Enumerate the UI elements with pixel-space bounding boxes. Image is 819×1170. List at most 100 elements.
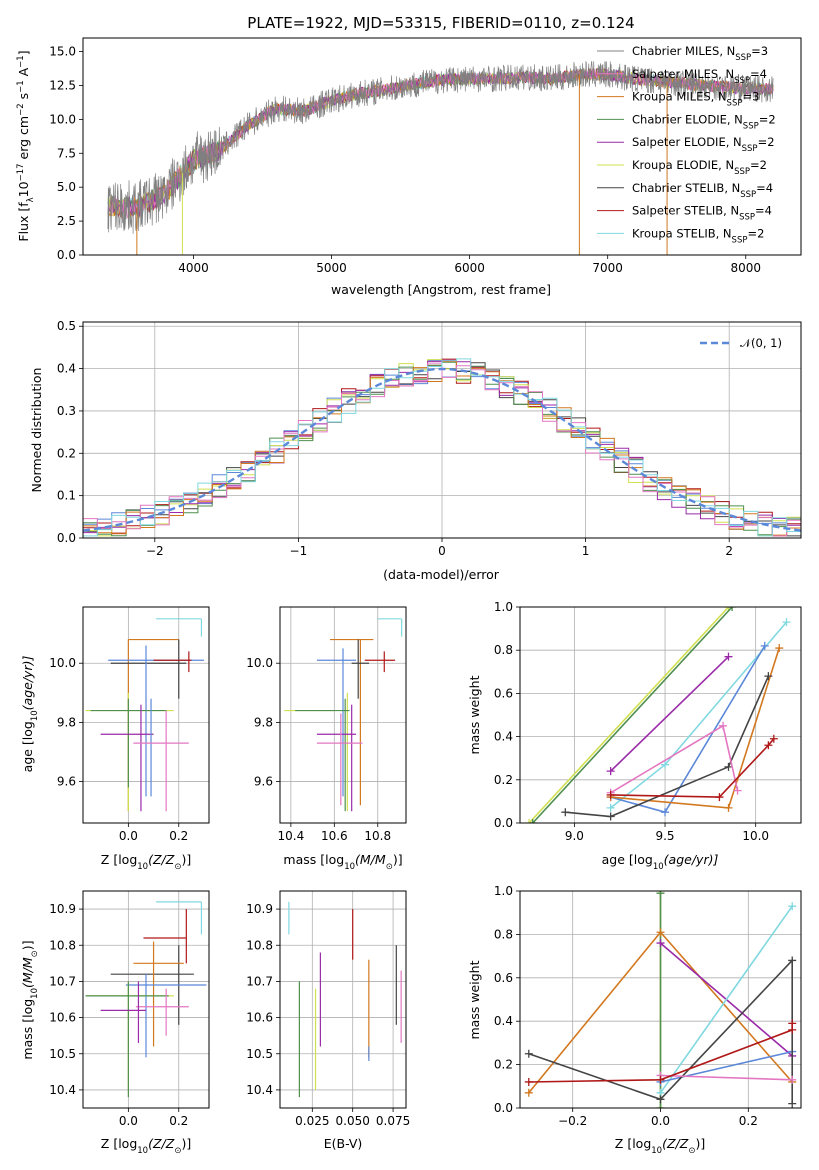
wz-xtick-label-1: 0.0 (651, 1114, 670, 1128)
agez-xtick-label-0: 0.0 (119, 829, 138, 843)
massz-ytick-label-4: 10.8 (49, 938, 76, 952)
wage-xlabel: age [log10(age/yr)] (602, 852, 719, 872)
wage-marker-7-2 (733, 786, 742, 795)
wz-marker-8-0 (524, 1077, 533, 1086)
agem-frame (279, 606, 407, 824)
wage-marker-0-0 (525, 819, 534, 823)
wage-marker-3-1 (661, 760, 670, 769)
massz-ytick-label-1: 10.5 (49, 1047, 76, 1061)
spectrum-ytick-label-3: 7.5 (57, 146, 76, 160)
massebv-xtick-label-0: 0.025 (295, 1114, 329, 1128)
wage-series-5 (610, 647, 780, 809)
massebv-ytick-label-2: 10.6 (246, 1011, 273, 1025)
wage-series-1 (532, 607, 733, 823)
wage-ytick-label-1: 0.2 (494, 773, 513, 787)
spectrum-plot-area (107, 60, 774, 255)
massz-xtick-label-0: 0.0 (119, 1114, 138, 1128)
wz-marker-1-0 (656, 1104, 665, 1108)
wz-ytick-label-4: 0.8 (494, 927, 513, 941)
spectrum-xtick-label-2: 6000 (454, 261, 485, 275)
massebv-xtick-label-1: 0.050 (336, 1114, 370, 1128)
wage-ytick-label-4: 0.8 (494, 643, 513, 657)
wz-marker-6-3 (788, 1099, 797, 1108)
massz-ylabel: mass [log10(M/M⊙)] (20, 940, 40, 1059)
residuals-xtick-label-0: −2 (146, 544, 164, 558)
spectrum-legend-label-6: Chabrier STELIB, NSSP=4 (632, 181, 773, 200)
wz-ytick-label-3: 0.6 (494, 971, 513, 985)
massz-ytick-label-2: 10.6 (49, 1011, 76, 1025)
massebv-ytick-label-0: 10.4 (246, 1083, 273, 1097)
massz-frame (82, 890, 210, 1109)
spectrum-xtick-label-0: 4000 (178, 261, 209, 275)
wz-marker-3-0 (656, 939, 665, 948)
residuals-xtick-label-2: 0 (438, 544, 446, 558)
wz-marker-2-0 (524, 1088, 533, 1097)
wage-marker-1-0 (528, 819, 537, 823)
spectrum-legend-label-7: Salpeter STELIB, NSSP=4 (632, 204, 772, 223)
agez-ylabel: age [log10(age/yr)] (20, 656, 40, 773)
spectrum-legend-label-8: Kroupa STELIB, NSSP=2 (632, 226, 764, 245)
spectrum-title: PLATE=1922, MJD=53315, FIBERID=0110, z=0… (247, 14, 634, 32)
agez-ytick-label-2: 10.0 (49, 656, 76, 670)
wage-marker-1-1 (728, 607, 737, 611)
wage-xtick-label-2: 10.0 (742, 829, 769, 843)
spectrum-xlabel: wavelength [Angstrom, rest frame] (331, 282, 551, 297)
spectrum-xtick-label-1: 5000 (316, 261, 347, 275)
wage-plot-area (525, 607, 791, 823)
agez-plot-area (85, 618, 204, 812)
massebv-ytick-label-5: 10.9 (246, 902, 273, 916)
wage-marker-6-0 (561, 808, 570, 817)
wz-marker-4-1 (788, 902, 797, 911)
massz-xtick-label-1: 0.2 (169, 1114, 188, 1128)
residuals-ytick-label-0: 0.0 (57, 531, 76, 545)
wage-marker-4-1 (661, 808, 670, 817)
agem-xtick-label-1: 10.6 (321, 829, 348, 843)
wage-xtick-label-0: 9.0 (565, 829, 584, 843)
spectrum-ytick-label-5: 12.5 (49, 78, 76, 92)
agem-axes: 10.4 10.6 10.8 9.6 9.8 10.0 (246, 606, 407, 843)
spectrum-legend: Chabrier MILES, NSSP=3 Salpeter MILES, NS… (597, 44, 776, 245)
wz-axes: −0.2 0.0 0.2 0.0 0.2 0.4 0.6 0.8 1.0 (494, 884, 802, 1128)
agem-ytick-label-1: 9.8 (254, 715, 273, 729)
residuals-xtick-label-4: 2 (725, 544, 733, 558)
wage-series-7 (610, 724, 739, 794)
spectrum-axes: 4000 5000 6000 7000 8000 0.0 2.5 5.0 7.5 10.0 12.5… (49, 37, 802, 275)
wz-marker-7-1 (788, 1075, 797, 1084)
wage-marker-5-1 (724, 803, 733, 812)
spectrum-legend-label-3: Chabrier ELODIE, NSSP=2 (632, 112, 776, 131)
wz-series-7 (660, 1074, 793, 1081)
massz-xlabel: Z [log10(Z/Z⊙)] (101, 1136, 191, 1156)
wage-series-8 (610, 738, 775, 798)
spectrum-legend-label-2: Kroupa MILES, NSSP=3 (632, 90, 759, 109)
agez-frame (82, 606, 210, 824)
spectrum-legend-label-0: Chabrier MILES, NSSP=3 (632, 44, 768, 63)
wage-marker-5-2 (775, 644, 784, 653)
agem-ytick-label-2: 10.0 (246, 656, 273, 670)
wz-marker-8-3 (788, 1019, 797, 1028)
wz-ytick-label-0: 0.0 (494, 1101, 513, 1115)
wage-marker-8-1 (715, 793, 724, 802)
agem-xtick-label-2: 10.8 (364, 829, 391, 843)
wz-marker-2-1 (656, 928, 665, 937)
massz-ytick-label-0: 10.4 (49, 1083, 76, 1097)
wage-marker-2-1 (724, 652, 733, 661)
spectrum-xtick-label-4: 8000 (730, 261, 761, 275)
wz-marker-8-1 (656, 1075, 665, 1084)
spectrum-ytick-label-4: 10.0 (49, 112, 76, 126)
spectrum-ylabel: Flux [fλ10−17 erg cm−2 s−1 A−1] (16, 50, 36, 241)
residuals-ytick-label-4: 0.4 (57, 362, 76, 376)
wage-marker-8-2 (764, 741, 773, 750)
wage-marker-8-0 (606, 790, 615, 799)
spectrum-xtick-label-3: 7000 (592, 261, 623, 275)
spectrum-ytick-label-2: 5.0 (57, 180, 76, 194)
wz-xlabel: Z [log10(Z/Z⊙)] (615, 1136, 705, 1156)
agem-xtick-label-0: 10.4 (278, 829, 305, 843)
wz-xtick-label-0: −0.2 (558, 1114, 587, 1128)
massebv-axes: 0.025 0.050 0.075 10.4 10.5 10.6 10.7 10.8 10.9 (246, 890, 410, 1128)
massz-ytick-label-5: 10.9 (49, 902, 76, 916)
residuals-ytick-label-5: 0.5 (57, 319, 76, 333)
residuals-xtick-label-3: 1 (582, 544, 590, 558)
spectrum-data-line (107, 60, 774, 234)
residuals-hist-6 (83, 361, 801, 537)
